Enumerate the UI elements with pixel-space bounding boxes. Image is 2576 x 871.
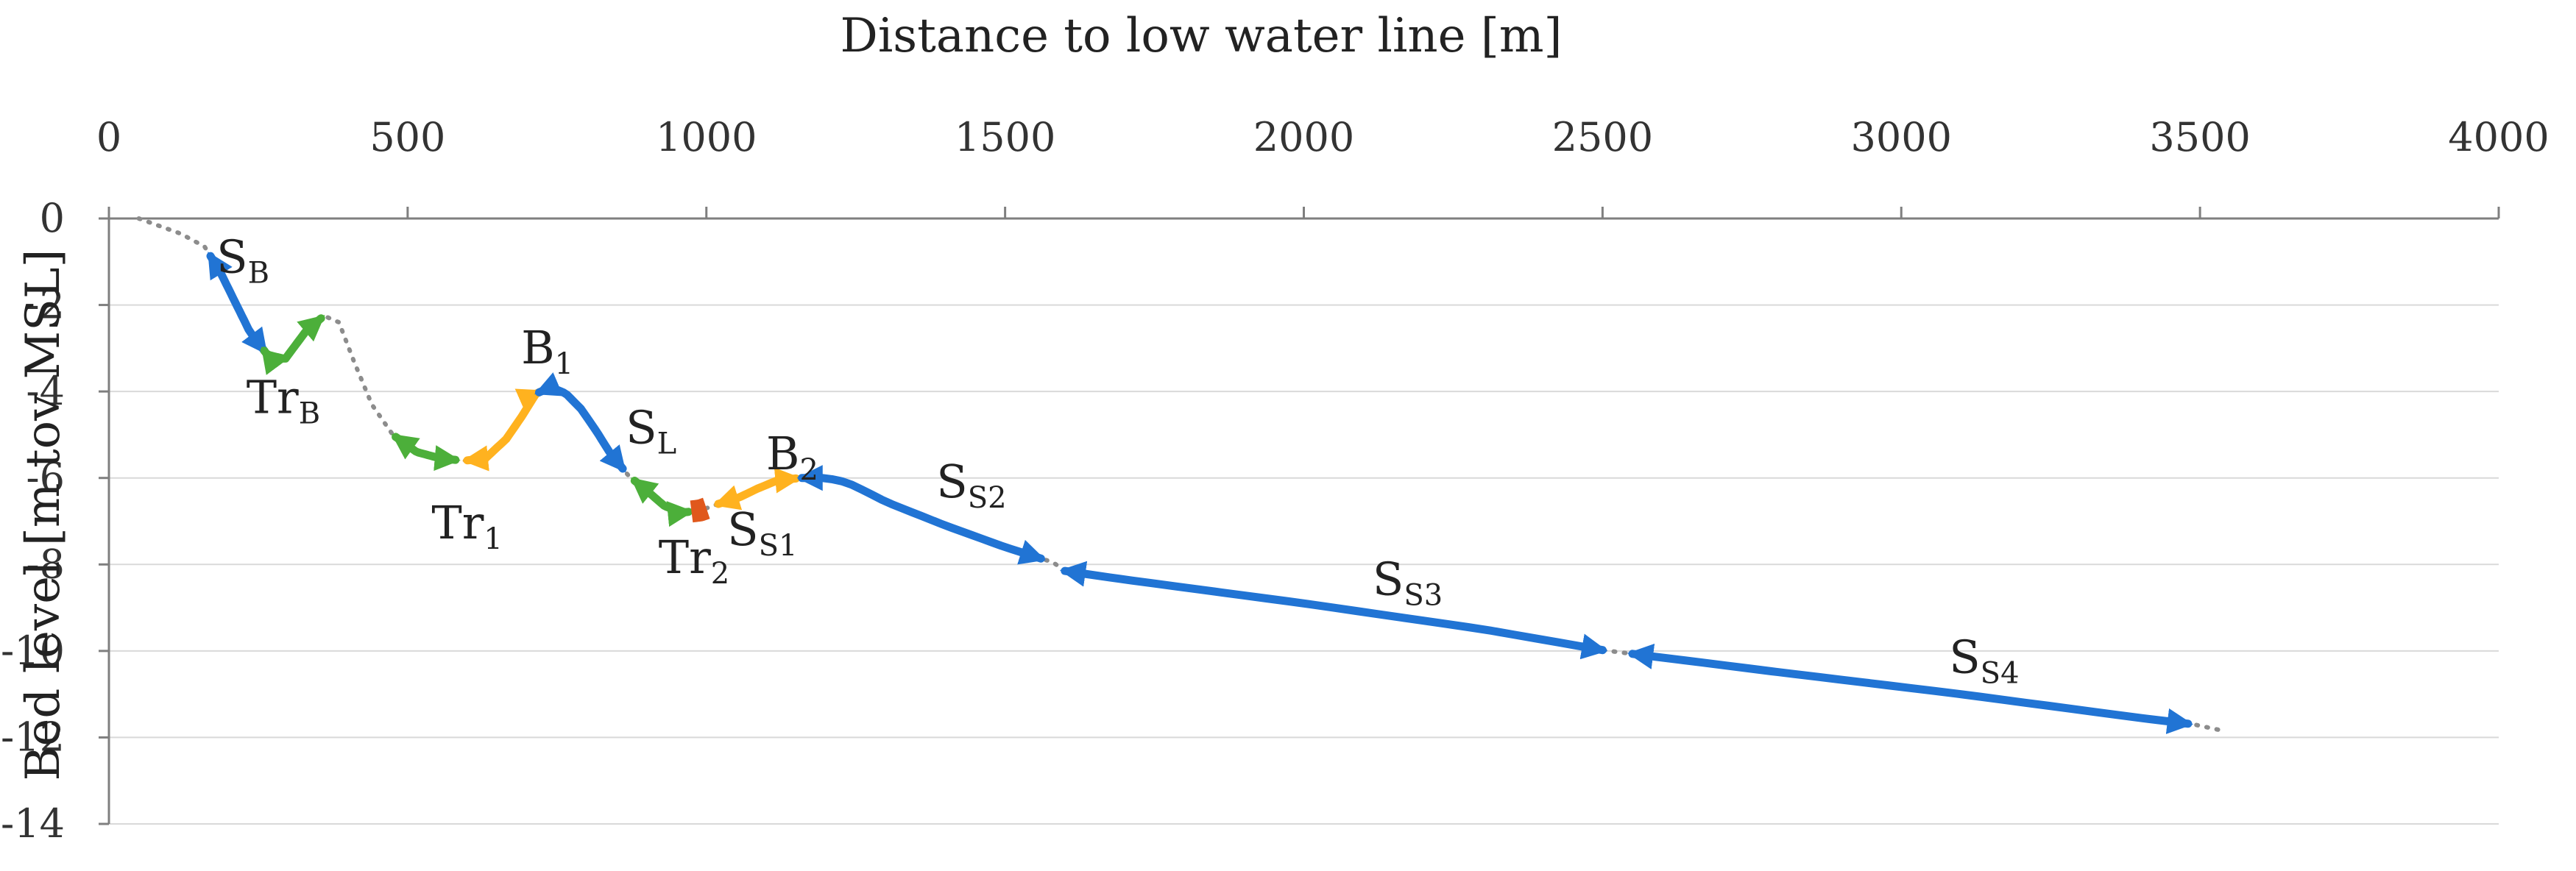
y-tick-label: 0 [40,195,65,241]
zone-label: SS1 [727,502,797,563]
zone-label-main: S [626,401,657,455]
segment-sl [534,372,627,473]
zone-label-main: Tr [659,530,711,584]
segment-trb [260,314,325,375]
zone-label-main: B [766,427,800,480]
zone-label: Tr2 [659,530,729,591]
zone-label-main: S [936,455,967,508]
axes [99,207,2500,825]
gridlines [109,304,2499,825]
segment-tr2 [630,477,694,527]
zone-label-subscript: B [299,397,320,431]
zone-segments [206,252,2193,734]
segment-tr1 [391,433,461,472]
segment-b2 [713,467,802,511]
zone-label: SS3 [1373,552,1443,612]
y-tick-label: -10 [1,628,65,674]
y-tick-label: -6 [26,455,65,501]
segment-ss3 [1059,561,1608,660]
y-tick-label: -12 [1,714,65,760]
zone-label-subscript: 1 [484,522,502,556]
x-tick-label: 4000 [2448,114,2549,160]
zone-label-main: B [521,321,555,374]
zone-label-subscript: 1 [555,347,573,381]
segment-sb [206,252,269,355]
zone-label-main: S [727,502,758,556]
zone-label-main: S [1949,630,1980,683]
bed-profile-series [136,216,2226,733]
y-tick-label: -14 [1,800,65,847]
x-tick-label: 1500 [955,114,1055,160]
x-tick-label: 2500 [1552,114,1653,160]
segment-ss4 [1627,643,2193,734]
zone-label-subscript: S1 [759,529,798,563]
zone-label: SS2 [936,455,1006,515]
segment-ss1 [681,497,717,523]
zone-label: B1 [521,321,573,381]
y-tick-labels: 0 -2 -4 -6 -8 -10 -12 -14 [1,195,65,847]
bed-profile-line [136,216,2226,733]
zone-label: SS4 [1949,630,2019,690]
zone-label-main: Tr [247,371,299,424]
zone-label-subscript: S4 [1981,656,2020,690]
zone-label-subscript: L [657,427,677,461]
x-tick-labels: 0 500 1000 1500 2000 2500 3000 3500 4000 [96,114,2550,160]
x-tick-label: 2000 [1253,114,1354,160]
x-tick-label: 0 [96,114,121,160]
zone-label: SL [626,401,676,461]
y-tick-label: -8 [26,541,65,587]
zone-label-subscript: S3 [1404,578,1443,612]
zone-label-subscript: 2 [711,557,729,591]
segment-b1 [461,388,544,472]
x-tick-label: 3500 [2149,114,2250,160]
zone-label: B2 [766,427,818,487]
x-tick-label: 1000 [656,114,757,160]
zone-label-subscript: 2 [799,453,818,487]
x-tick-label: 3000 [1851,114,1952,160]
zone-label-subscript: B [248,256,269,290]
y-tick-label: -4 [26,368,65,414]
zone-label: SB [216,230,269,290]
zone-label: Tr1 [431,496,502,556]
zone-label-main: S [1373,552,1404,605]
zone-label-main: S [216,230,247,283]
y-tick-label: -2 [26,282,65,328]
x-tick-label: 500 [369,114,445,160]
x-axis-title: Distance to low water line [m] [841,9,1563,63]
y-axis-title: Bed level [m tov MSL] [16,249,71,781]
zone-label-main: Tr [431,496,484,550]
zone-label-subscript: S2 [968,481,1007,515]
zone-label: TrB [247,371,320,431]
segment-ss2 [796,465,1047,565]
